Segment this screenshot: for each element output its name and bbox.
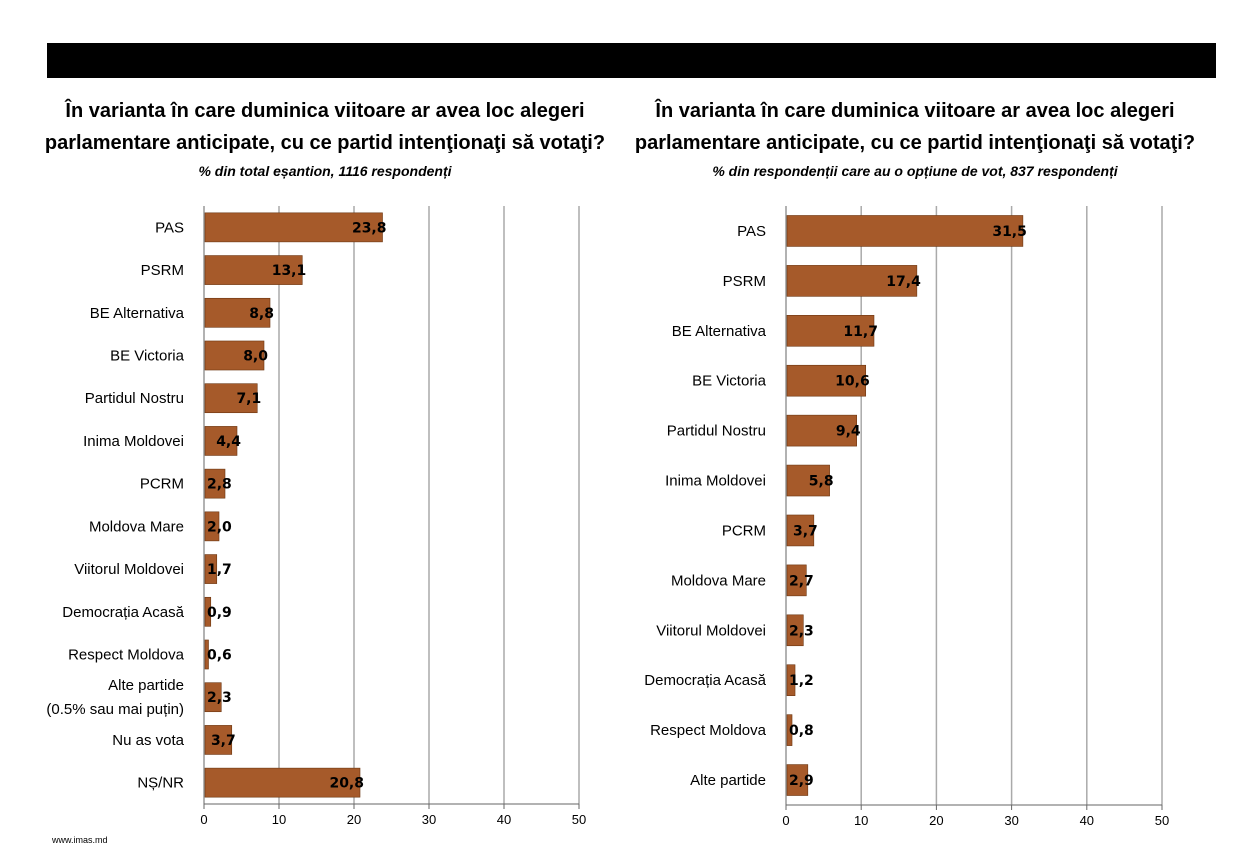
value-label: 2,3: [207, 690, 232, 706]
chart-title-left: În varianta în care duminica viitoare ar…: [44, 100, 606, 154]
chart-panel-left: În varianta în care duminica viitoare ar…: [30, 95, 620, 179]
value-label: 8,0: [243, 349, 268, 365]
bar: [204, 297, 271, 328]
value-label: 2,8: [207, 477, 232, 493]
bar: [204, 426, 238, 456]
bar: [204, 639, 209, 670]
value-label: 8,8: [249, 306, 274, 322]
value-label: 23,8: [352, 220, 387, 236]
category-label: Inima Moldovei: [83, 433, 184, 450]
footer-source: www.imas.md: [52, 835, 108, 845]
x-tick-label: 10: [272, 812, 286, 827]
bar: [204, 596, 212, 627]
value-label: 0,6: [207, 648, 232, 664]
bar: [204, 511, 220, 542]
category-label: Moldova Mare: [89, 518, 184, 535]
x-tick-label: 50: [572, 812, 586, 827]
category-label: Viitorul Moldovei: [74, 561, 184, 578]
category-label: Democrația Acasă: [62, 604, 184, 621]
value-label: 1,7: [207, 562, 232, 578]
category-label: BE Alternativa: [90, 305, 185, 322]
bar: [204, 725, 233, 755]
bar: [204, 767, 361, 798]
category-label: NȘ/NR: [137, 775, 184, 792]
x-tick-label: 0: [200, 812, 207, 827]
bar: [204, 212, 383, 243]
category-label: PCRM: [140, 476, 184, 493]
category-label: Partidul Nostru: [85, 390, 184, 407]
chart-title-right: În varianta în care duminica viitoare ar…: [634, 100, 1196, 154]
chart-subtitle-right: % din respondenții care au o opțiune de …: [712, 163, 1118, 179]
bar: [204, 383, 258, 414]
category-label: Nu as vota: [112, 732, 184, 749]
value-label: 4,4: [216, 434, 241, 450]
x-tick-label: 30: [422, 812, 436, 827]
category-label: PAS: [155, 219, 184, 236]
bar: [204, 468, 226, 499]
x-tick-label: 20: [347, 812, 361, 827]
value-label: 7,1: [236, 391, 261, 407]
category-label: Alte partide (0.5% sau mai puțin): [46, 677, 184, 718]
bar: [204, 340, 265, 371]
category-label: Respect Moldova: [68, 647, 185, 664]
value-label: 13,1: [272, 263, 307, 279]
x-tick-label: 40: [497, 812, 511, 827]
category-label: PSRM: [141, 262, 184, 279]
bar: [204, 255, 303, 285]
chart-subtitle-left: % din total eșantion, 1116 respondenți: [198, 163, 452, 179]
header-bar: [47, 43, 1216, 78]
value-label: 20,8: [329, 776, 364, 792]
value-label: 2,0: [207, 519, 232, 535]
bar: [204, 554, 218, 584]
bar: [204, 682, 222, 713]
chart-panel-right: În varianta în care duminica viitoare ar…: [615, 95, 1215, 179]
value-label: 3,7: [211, 733, 236, 749]
value-label: 0,9: [207, 605, 232, 621]
category-label: BE Victoria: [110, 348, 185, 365]
